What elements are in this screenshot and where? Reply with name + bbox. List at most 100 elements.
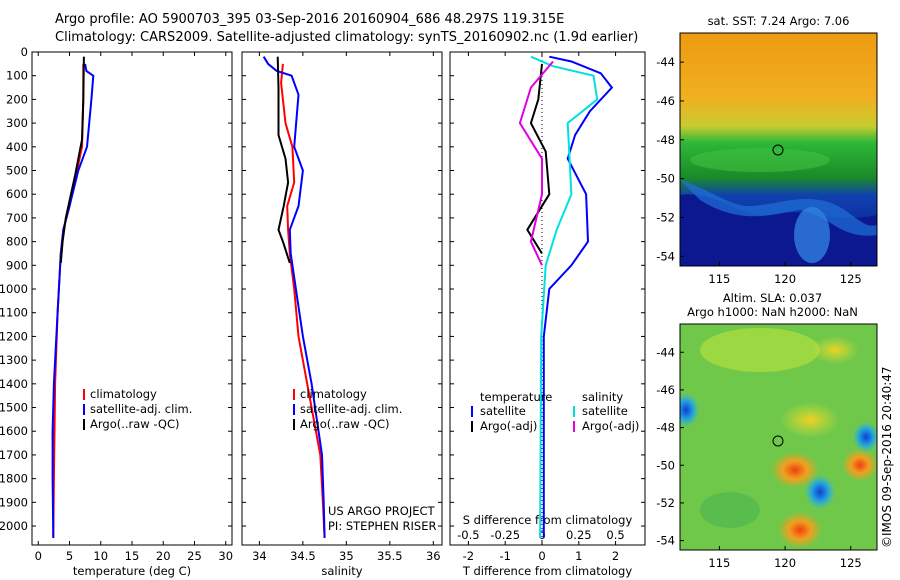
series-line [280,63,326,538]
map-axes: 115 120 125 -44 -46 -48 -50 -52 -54 Altim. SLA: 0… [656,291,878,570]
x-tick-label: 0 [538,549,545,563]
map-x-tick-label: 120 [774,556,796,570]
sst-argo-location-marker [772,144,784,156]
y-tick-label: 0 [21,45,28,59]
legend-label: Argo(..raw -QC) [90,417,180,431]
legend-label: Argo(-adj) [480,419,537,433]
x-tick-label: 1 [575,549,582,563]
legend-label: Argo(..raw -QC) [300,417,390,431]
map-x-tick-label: 120 [774,272,796,286]
imos-credit: ©IMOS 09-Sep-2016 20:40:47 [880,366,894,548]
x-tick-label: 15 [125,549,140,563]
legend-label: satellite-adj. clim. [300,402,402,416]
y-tick-label: 500 [6,164,28,178]
x2-axis-label: S difference from climatology [463,513,633,527]
y-tick-label: 700 [6,211,28,225]
x-tick-label: 35 [339,549,354,563]
map-y-tick-label: -50 [656,458,675,472]
map-title: Altim. SLA: 0.037 [723,291,822,305]
x-tick-label: -2 [463,549,474,563]
map-y-tick-label: -48 [656,133,675,147]
x2-tick-label: 0.5 [606,528,624,542]
series-line [59,56,85,263]
x2-tick-label: -0.25 [490,528,520,542]
x-tick-label: 0 [35,549,42,563]
legend-label: climatology [300,387,367,401]
y-tick-label: 2000 [0,519,28,533]
project-annotation: US ARGO PROJECT [328,504,436,518]
y-tick-label: 200 [6,92,28,106]
x-tick-label: 34.5 [290,549,316,563]
x-axis-label: salinity [321,564,362,578]
series-line [262,56,326,538]
x-tick-label: 2 [612,549,619,563]
x-tick-label: 5 [66,549,73,563]
series-line [542,55,614,538]
map-frame [679,323,878,551]
x-tick-label: 10 [93,549,108,563]
map-y-tick-label: -50 [656,172,675,186]
map-y-tick-label: -46 [656,383,675,397]
x-axis-label: T difference from climatology [462,564,633,578]
y-tick-label: 400 [6,140,28,154]
series-line [530,55,599,538]
temperature-panel: 0100200300400500600700800900100011001200… [0,45,233,578]
sla-argo-location-marker [772,435,784,447]
x-axis-label: temperature (deg C) [73,564,191,578]
y-tick-label: 600 [6,187,28,201]
x-tick-label: 35.5 [377,549,403,563]
series-line [526,63,551,255]
y-tick-label: 1600 [0,424,28,438]
y-tick-label: 1400 [0,377,28,391]
title-line-1: Argo profile: AO 5900703_395 03-Sep-2016… [55,12,565,27]
map-y-tick-label: -48 [656,421,675,435]
legend-label: satellite-adj. clim. [90,402,192,416]
x-tick-label: 20 [156,549,171,563]
map-x-tick-label: 115 [708,556,730,570]
salinity-panel-frame [241,51,443,546]
x2-tick-label: -0.5 [457,528,479,542]
x2-tick-label: 0 [538,528,545,542]
map-y-tick-label: -52 [656,210,675,224]
map-x-tick-label: 115 [708,272,730,286]
legend-label: satellite [582,404,628,418]
legend-title-salinity: salinity [582,390,623,404]
sla-map [680,324,877,550]
x-tick-label: 34 [252,549,267,563]
map-y-tick-label: -54 [656,249,675,263]
map-y-tick-label: -46 [656,94,675,108]
x-tick-label: -1 [499,549,510,563]
sst-map [680,33,877,266]
y-tick-label: 900 [6,258,28,272]
y-tick-label: 100 [6,69,28,83]
map-y-tick-label: -44 [656,55,675,69]
series-line [518,60,554,266]
y-tick-label: 1800 [0,472,28,486]
x2-tick-label: 0.25 [566,528,592,542]
map-y-tick-label: -54 [656,534,675,548]
map-axes: 115 120 125 -44 -46 -48 -50 -52 -54 sat. SST: 7.2… [656,14,878,286]
y-tick-label: 300 [6,116,28,130]
map-subtitle: Argo h1000: NaN h2000: NaN [687,305,858,319]
legend-label: climatology [90,387,157,401]
y-tick-label: 1200 [0,329,28,343]
y-tick-label: 1500 [0,401,28,415]
y-tick-label: 1000 [0,282,28,296]
difference-panel: -2 -1 0 1 2T difference from climatology -0.5… [449,51,646,578]
y-tick-label: 1100 [0,306,28,320]
legend-title-temperature: temperature [480,390,552,404]
x-tick-label: 36 [426,549,441,563]
legend-label: Argo(-adj) [582,419,639,433]
map-title: sat. SST: 7.24 Argo: 7.06 [708,14,850,28]
y-tick-label: 1300 [0,353,28,367]
legend-label: satellite [480,404,526,418]
y-tick-label: 800 [6,235,28,249]
map-x-tick-label: 125 [840,556,862,570]
salinity-panel: 34 34.5 35 35.5 36 salinity climatologysatelli… [241,51,443,578]
map-frame [679,32,878,267]
y-tick-label: 1900 [0,495,28,509]
y-tick-label: 1700 [0,448,28,462]
title-line-2: Climatology: CARS2009. Satellite-adjuste… [55,30,639,45]
temperature-panel-frame [31,51,233,546]
